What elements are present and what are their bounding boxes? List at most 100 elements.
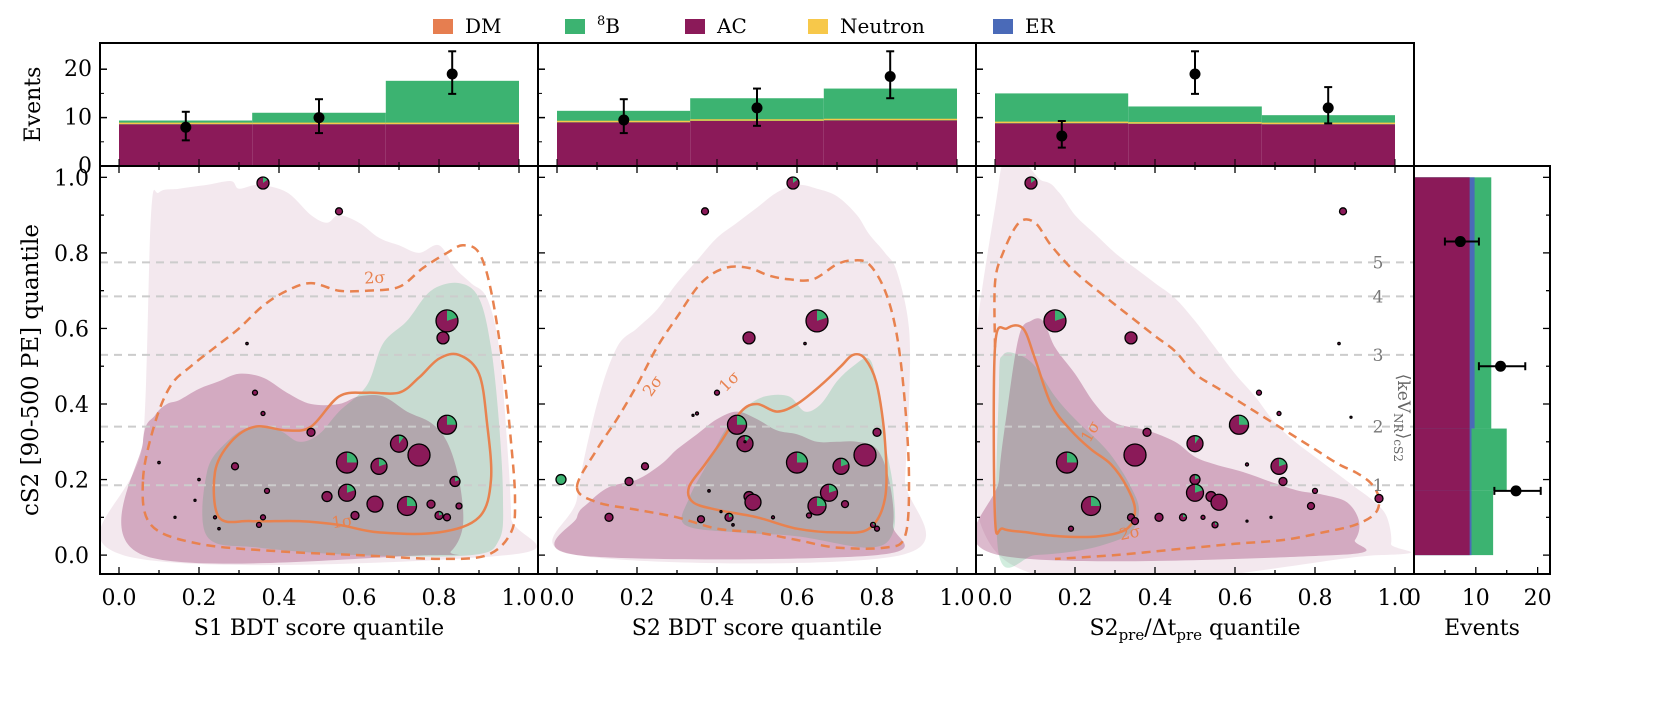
hist-data-point — [751, 102, 763, 114]
event-point — [1244, 462, 1250, 467]
event-outline — [555, 473, 567, 486]
event-outline — [1200, 514, 1206, 520]
ac-density-outer — [976, 166, 1411, 574]
event-outline — [217, 526, 221, 531]
xtick-label: 0.6 — [780, 586, 815, 611]
event-point — [707, 489, 711, 493]
x-axis-label-main: S2 BDT score quantile — [632, 616, 882, 641]
event-slice-ac — [1143, 428, 1151, 437]
event-outline — [1269, 515, 1273, 519]
event-outline — [366, 495, 384, 513]
event-point — [724, 512, 734, 522]
event-point — [869, 521, 877, 529]
ytick-label: 0.2 — [54, 469, 89, 494]
event-outline — [256, 176, 270, 190]
event-outline — [197, 477, 201, 482]
legend-label: Neutron — [840, 14, 925, 38]
event-outline — [1244, 462, 1250, 467]
event-outline — [1185, 483, 1205, 502]
event-point — [426, 499, 436, 509]
event-slice-b8 — [1195, 484, 1204, 493]
event-point — [1130, 516, 1140, 526]
event-slice-b8 — [817, 309, 828, 321]
event-slice-ac — [1279, 477, 1287, 486]
event-point — [434, 510, 444, 521]
event-outline — [1080, 495, 1102, 517]
event-slice-ac — [874, 526, 880, 532]
legend-entry-er: ER — [993, 14, 1056, 38]
side-xtick-label: 20 — [1524, 586, 1552, 611]
event-point — [157, 460, 161, 465]
event-point — [230, 462, 240, 471]
event-point — [805, 309, 829, 333]
event-slice-b8 — [407, 496, 417, 506]
event-slice-ac — [1155, 513, 1163, 522]
event-slice-b8 — [1239, 415, 1249, 425]
event-point — [807, 496, 827, 516]
legend-swatch — [808, 19, 828, 34]
event-point — [819, 483, 839, 502]
event-slice-ac — [1277, 411, 1281, 416]
event-outline — [1210, 493, 1228, 511]
legend-entry-neutron: Neutron — [808, 14, 925, 38]
event-slice-b8 — [1183, 513, 1187, 518]
ytick-label: 0.0 — [54, 544, 89, 569]
event-point — [853, 443, 877, 467]
event-outline — [1043, 309, 1067, 333]
event-point — [1349, 415, 1353, 419]
event-outline — [840, 499, 850, 509]
xtick-label: 0.0 — [540, 586, 575, 611]
event-outline — [1130, 516, 1140, 526]
event-point — [435, 309, 459, 333]
event-outline — [805, 512, 813, 519]
hist-bar-ac — [1128, 123, 1262, 166]
event-slice-b8 — [447, 415, 457, 425]
x-axis-label-main: S1 BDT score quantile — [194, 616, 444, 641]
contour-2sigma — [141, 244, 517, 561]
event-outline — [1374, 493, 1384, 504]
side-bar-ac — [1414, 490, 1470, 556]
event-point — [1278, 476, 1288, 487]
legend-label: AC — [716, 14, 747, 38]
event-point — [1374, 493, 1384, 504]
event-point — [719, 510, 723, 514]
event-slice-ac — [697, 515, 705, 523]
event-outline — [1186, 435, 1204, 453]
kev-axis-label-sub2: cS2 — [1391, 439, 1405, 462]
event-point — [1270, 457, 1288, 475]
event-outline — [434, 510, 444, 521]
event-outline — [819, 483, 839, 502]
event-point — [786, 176, 800, 190]
event-point — [696, 515, 706, 524]
event-outline — [436, 331, 450, 345]
scatter-panels: 1σ 2σ 0.0 0.2 0.4 0.6 0.8 1.0 S1 BDT score quant… — [54, 165, 1415, 644]
y-axis-label: cS2 [90-500 PE] quantile — [18, 224, 44, 516]
event-point — [743, 440, 747, 444]
event-outline — [1270, 457, 1288, 475]
event-outline — [713, 389, 721, 396]
event-point — [255, 521, 263, 529]
hist-bar-ac — [823, 120, 957, 166]
x-axis-label-sub: pre — [1119, 626, 1145, 644]
event-point — [624, 476, 634, 487]
event-slice-b8 — [1195, 474, 1200, 480]
xtick-label: 0.2 — [1058, 586, 1093, 611]
event-outline — [370, 457, 388, 475]
event-slice-ac — [1375, 494, 1383, 503]
event-outline — [157, 460, 161, 465]
xtick-label: 0.4 — [1138, 586, 1173, 611]
event-point — [736, 435, 754, 453]
event-outline — [1154, 512, 1164, 522]
event-point — [785, 451, 809, 474]
hist-bar-ac — [690, 120, 824, 166]
event-slice-ac — [456, 503, 462, 509]
ytick-label: 0.4 — [54, 393, 89, 418]
panel-content: 1σ 2σ — [100, 176, 538, 566]
event-slice-b8 — [817, 497, 826, 506]
event-outline — [803, 341, 807, 346]
event-point — [256, 176, 270, 190]
event-point — [1043, 309, 1067, 333]
event-outline — [426, 499, 436, 509]
